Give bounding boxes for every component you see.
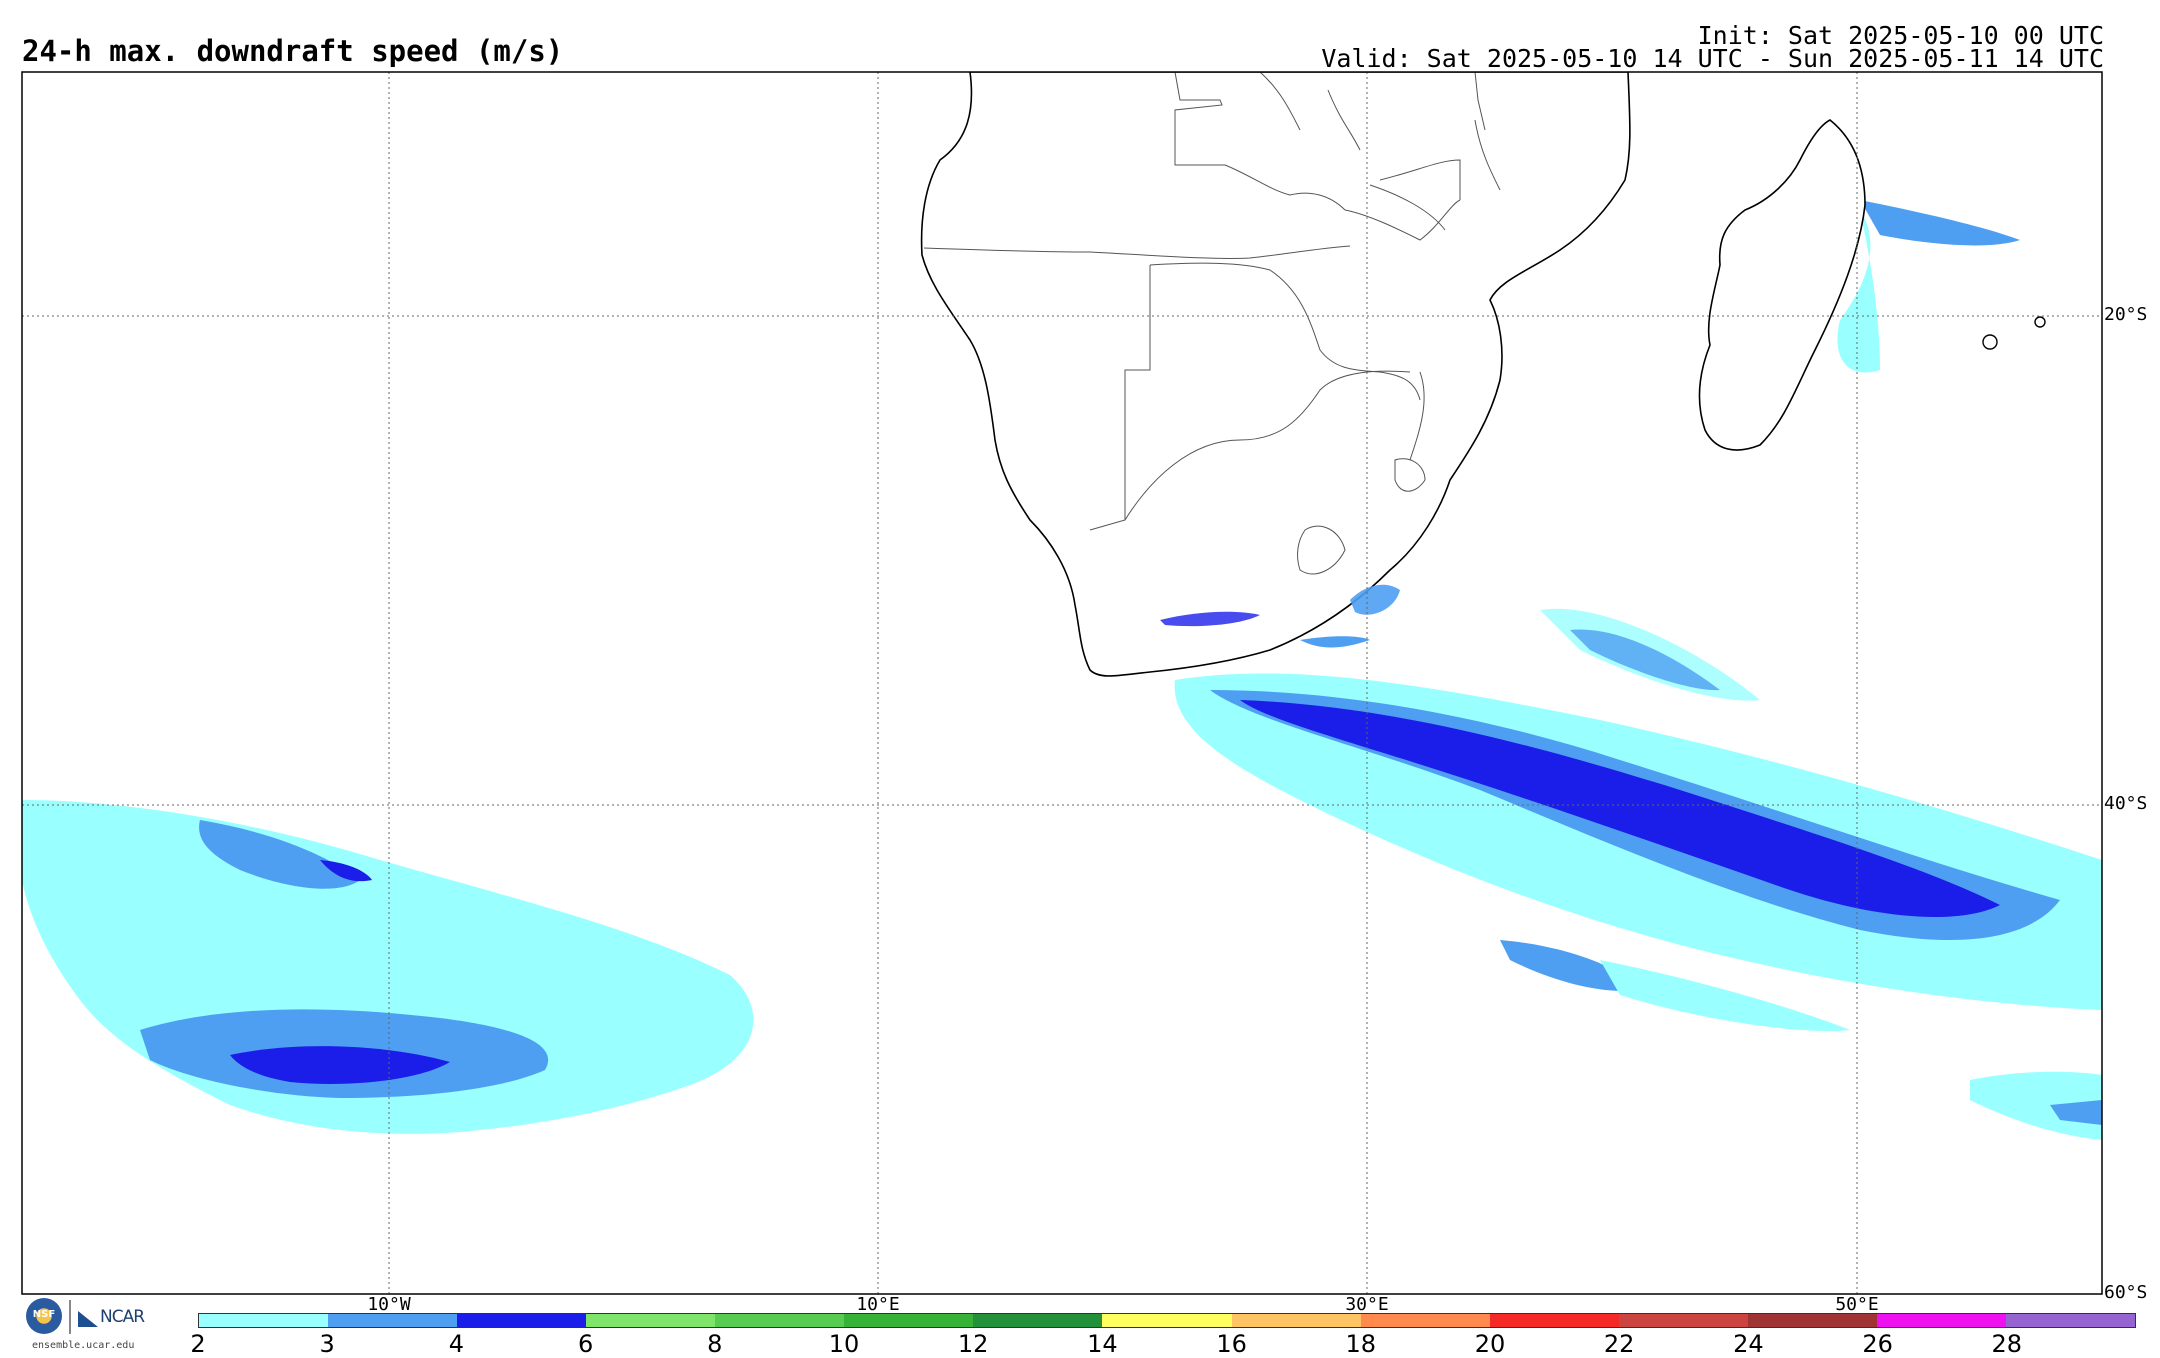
graticule	[22, 72, 2102, 1294]
colorbar-tick-label: 26	[1862, 1330, 1893, 1358]
lat-label-20s: 20°S	[2104, 304, 2148, 325]
colorbar-tick-label: 4	[448, 1330, 465, 1358]
colorbar-segment	[1876, 1314, 2006, 1327]
nsf-logo: NSF	[26, 1298, 62, 1334]
colorbar-segment	[1231, 1314, 1361, 1327]
colorbar-tick-label: 14	[1087, 1330, 1118, 1358]
colorbar-segment	[586, 1314, 716, 1327]
lon-label-50e: 50°E	[1835, 1294, 1879, 1315]
init-time: Init: Sat 2025-05-10 00 UTC	[1697, 21, 2104, 50]
downdraft-field-indian	[1155, 200, 2102, 1140]
colorbar-segment	[199, 1314, 329, 1327]
colorbar-segment	[1102, 1314, 1232, 1327]
colorbar-tick-label: 12	[957, 1330, 989, 1358]
africa-coastline	[920, 72, 1631, 677]
colorbar-tick-label: 10	[828, 1330, 860, 1358]
colorbar-tick-label: 3	[319, 1330, 335, 1358]
country-borders	[923, 72, 1501, 575]
colorbar-segment	[844, 1314, 974, 1327]
colorbar-segment	[457, 1314, 587, 1327]
colorbar-segment	[1489, 1314, 1619, 1327]
colorbar-segment	[1747, 1314, 1877, 1327]
lat-label-60s: 60°S	[2104, 1282, 2148, 1303]
lon-label-10w: 10°W	[367, 1294, 411, 1315]
ensemble-url: ensemble.ucar.edu	[32, 1340, 135, 1351]
valid-time: Valid: Sat 2025-05-10 14 UTC - Sun 2025-…	[1321, 44, 2104, 73]
colorbar-tick-label: 8	[707, 1330, 723, 1358]
colorbar-tick-label: 20	[1474, 1330, 1506, 1358]
logo-divider	[69, 1300, 71, 1334]
colorbar-tick-label: 6	[577, 1330, 594, 1358]
colorbar-segment	[328, 1314, 458, 1327]
lon-label-30e: 30°E	[1345, 1294, 1389, 1315]
lat-label-40s: 40°S	[2104, 793, 2148, 814]
colorbar	[198, 1313, 2136, 1328]
colorbar-segment	[1360, 1314, 1490, 1327]
colorbar-tick-label: 2	[190, 1330, 206, 1358]
colorbar-tick-label: 24	[1733, 1330, 1764, 1358]
reunion-island	[2034, 316, 2046, 328]
madagascar-coastline	[1698, 119, 1866, 451]
map-frame	[21, 71, 2103, 1295]
colorbar-tick-label: 28	[1991, 1330, 2023, 1358]
colorbar-tick-label: 18	[1345, 1330, 1377, 1358]
downdraft-field-atlantic	[22, 800, 754, 1134]
ncar-logo: NCAR	[78, 1307, 145, 1327]
colorbar-segment	[715, 1314, 845, 1327]
colorbar-tick-label: 22	[1603, 1330, 1635, 1358]
colorbar-segment	[973, 1314, 1103, 1327]
colorbar-segment	[2005, 1314, 2135, 1327]
chart-title: 24-h max. downdraft speed (m/s)	[22, 34, 564, 68]
colorbar-segment	[1618, 1314, 1748, 1327]
colorbar-tick-label: 16	[1216, 1330, 1247, 1358]
downdraft-field-land	[1350, 584, 1400, 615]
mauritius-island	[1982, 334, 1998, 350]
lon-label-10e: 10°E	[856, 1294, 900, 1315]
